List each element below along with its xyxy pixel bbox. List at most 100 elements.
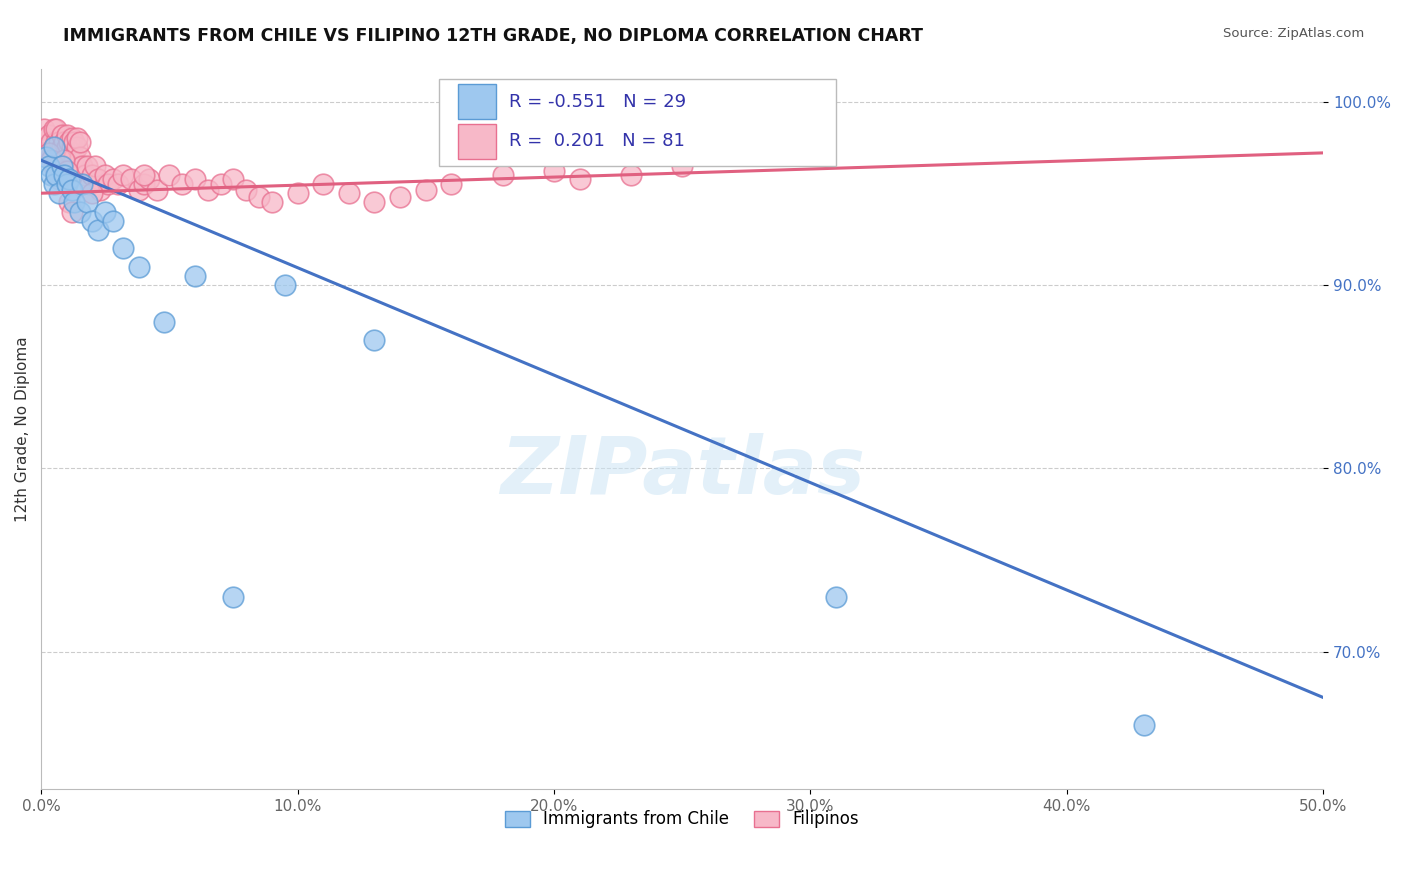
Point [42,122,65,136]
Point [48,171,70,186]
Point [363,195,385,210]
Point [128,260,150,274]
Point [101,213,124,227]
FancyBboxPatch shape [458,85,496,119]
Point [38,140,60,154]
Point [41,135,63,149]
Point [235,183,257,197]
Point [58,195,80,210]
Point [45,168,67,182]
Point [247,190,270,204]
Point [55,164,77,178]
Point [620,168,643,182]
Point [70,177,93,191]
Point [145,183,167,197]
Point [389,190,412,204]
Point [42,140,65,154]
Point [222,171,245,186]
Point [55,177,77,191]
Point [184,268,207,283]
Point [38,159,60,173]
Point [157,168,180,182]
Point [48,186,70,201]
Point [112,168,135,182]
Point [42,159,65,173]
Point [82,168,104,182]
Point [76,159,98,173]
Point [41,168,63,182]
Point [89,183,111,197]
Point [51,128,73,142]
Point [415,183,437,197]
Point [825,590,848,604]
Point [86,223,108,237]
Point [260,195,283,210]
Point [671,159,693,173]
Point [112,241,135,255]
Point [48,135,70,149]
Point [51,159,73,173]
Point [69,204,91,219]
Point [82,186,104,201]
Point [73,168,96,182]
Point [184,171,207,186]
Point [94,204,117,219]
Point [274,277,297,292]
Point [58,171,80,186]
Point [492,168,515,182]
Point [84,159,107,173]
Text: IMMIGRANTS FROM CHILE VS FILIPINO 12TH GRADE, NO DIPLOMA CORRELATION CHART: IMMIGRANTS FROM CHILE VS FILIPINO 12TH G… [63,27,924,45]
Point [35,149,58,163]
Text: R = -0.551   N = 29: R = -0.551 N = 29 [509,93,686,111]
Point [132,177,155,191]
FancyBboxPatch shape [439,79,837,166]
Point [41,149,63,163]
Point [128,183,150,197]
Point [60,131,83,145]
Point [120,171,142,186]
Point [60,204,83,219]
Point [107,177,129,191]
Point [287,186,309,201]
Point [86,171,108,186]
Legend: Immigrants from Chile, Filipinos: Immigrants from Chile, Filipinos [498,804,866,835]
Point [66,140,89,154]
Point [38,145,60,160]
Point [69,149,91,163]
Point [63,135,86,149]
Point [38,128,60,142]
Point [53,149,76,163]
Point [45,135,67,149]
Point [82,213,104,227]
Y-axis label: 12th Grade, No Diploma: 12th Grade, No Diploma [15,336,30,522]
Text: R =  0.201   N = 81: R = 0.201 N = 81 [509,132,685,151]
Point [53,153,76,168]
Point [197,183,219,197]
Point [1132,718,1154,732]
Point [53,168,76,182]
Point [55,140,77,154]
Point [132,168,155,182]
Point [94,168,117,182]
Point [60,183,83,197]
Point [41,153,63,168]
Point [172,177,194,191]
Point [35,131,58,145]
Point [69,135,91,149]
Point [63,149,86,163]
Point [42,140,65,154]
Point [53,135,76,149]
Point [70,159,93,173]
Point [337,186,360,201]
Point [222,590,245,604]
Point [48,149,70,163]
Point [440,177,463,191]
Point [58,135,80,149]
Point [35,140,58,154]
Point [32,122,55,136]
Point [97,177,120,191]
Point [55,128,77,142]
Point [138,171,160,186]
Point [60,140,83,154]
Point [363,333,385,347]
